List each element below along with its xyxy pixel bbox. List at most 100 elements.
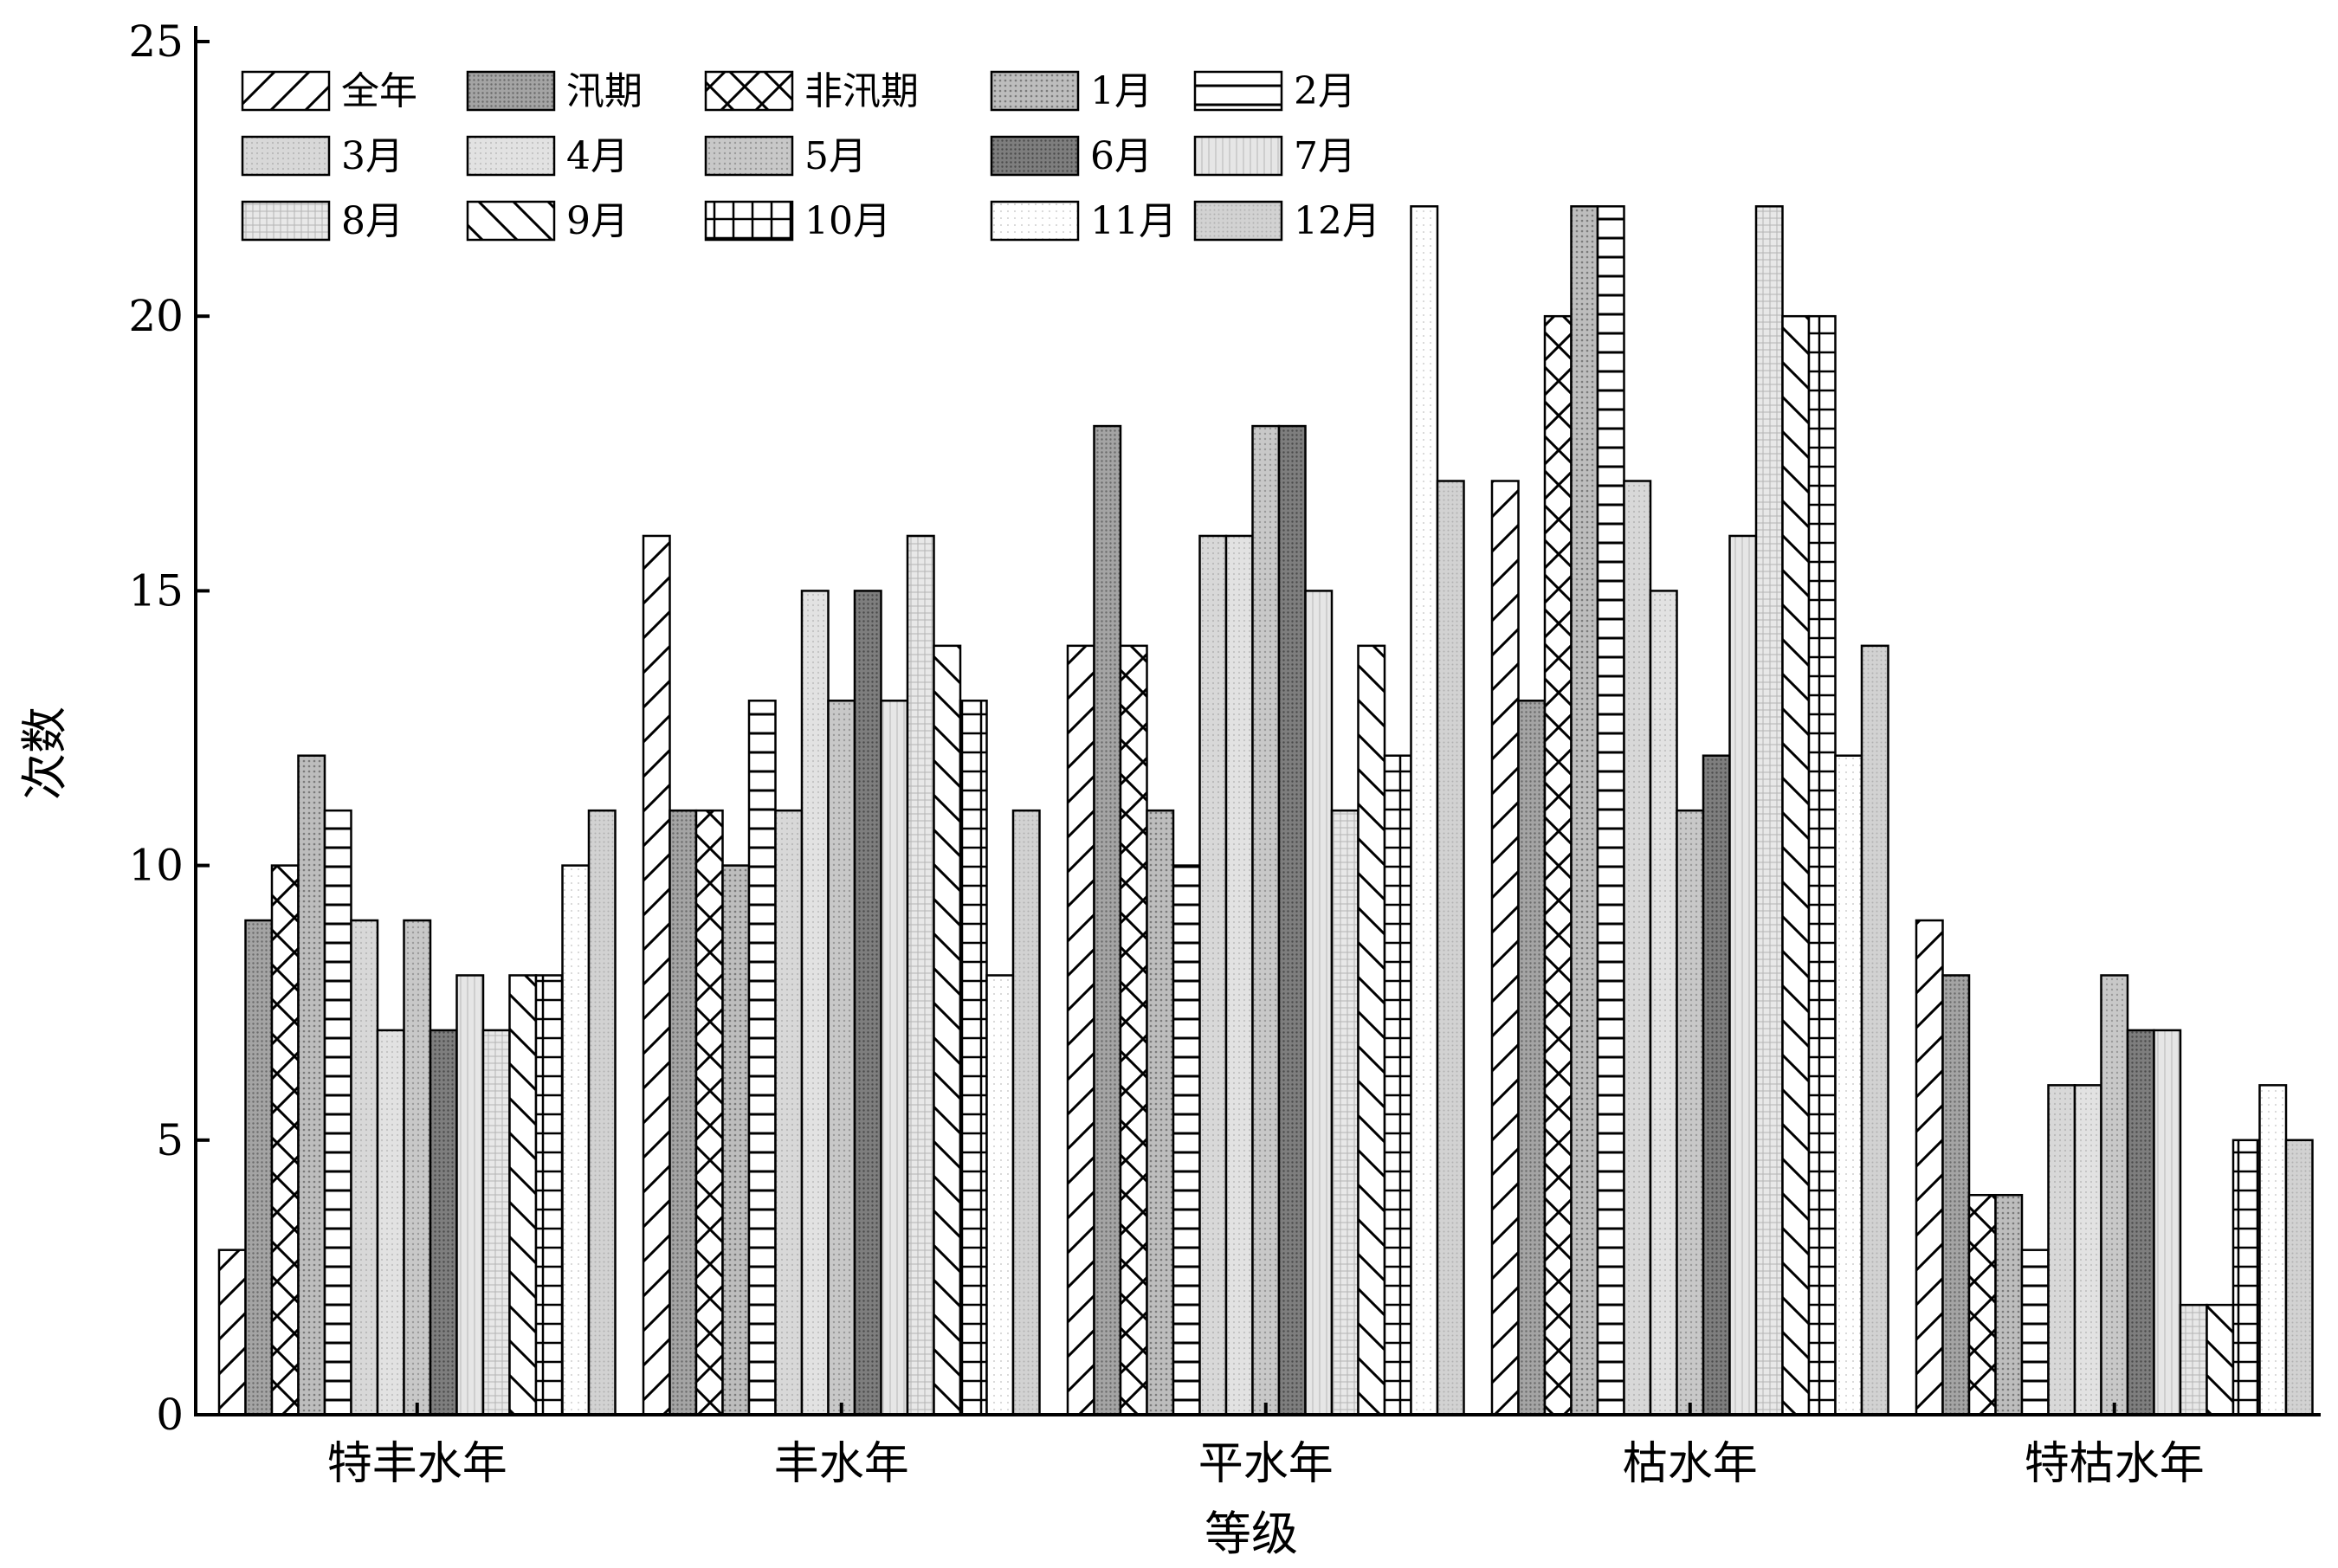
legend-label-14: 11月 bbox=[1090, 199, 1177, 243]
x-axis-title: 等级 bbox=[1205, 1507, 1298, 1561]
legend-label-7: 4月 bbox=[566, 134, 629, 178]
bar-2-8 bbox=[827, 700, 856, 1416]
legend-swatch-6 bbox=[241, 135, 331, 177]
bar-2-2 bbox=[668, 809, 698, 1416]
bar-5-10 bbox=[2153, 1029, 2182, 1416]
bar-2-10 bbox=[880, 700, 909, 1416]
x-tick-label-5: 特枯水年 bbox=[2025, 1438, 2205, 1490]
bar-5-4 bbox=[1994, 1193, 2024, 1416]
legend-swatch-3 bbox=[704, 70, 794, 112]
bar-3-7 bbox=[1224, 534, 1254, 1416]
bar-3-15 bbox=[1436, 480, 1465, 1416]
bar-2-1 bbox=[642, 534, 671, 1416]
bar-4-7 bbox=[1649, 590, 1678, 1416]
bar-4-2 bbox=[1517, 700, 1547, 1416]
bar-3-4 bbox=[1146, 809, 1175, 1416]
bar-5-15 bbox=[2284, 1139, 2314, 1416]
legend-label-2: 汛期 bbox=[566, 69, 643, 113]
bar-5-9 bbox=[2126, 1029, 2155, 1416]
bar-3-12 bbox=[1357, 644, 1386, 1416]
bar-1-11 bbox=[481, 1029, 511, 1416]
bar-3-8 bbox=[1251, 424, 1281, 1416]
bar-1-3 bbox=[270, 864, 300, 1416]
bar-4-1 bbox=[1490, 480, 1520, 1416]
legend-label-12: 9月 bbox=[566, 199, 629, 243]
bar-2-13 bbox=[959, 700, 988, 1416]
bar-1-6 bbox=[350, 919, 379, 1416]
legend-swatch-8 bbox=[704, 135, 794, 177]
legend-swatch-14 bbox=[990, 200, 1080, 242]
bar-5-11 bbox=[2179, 1303, 2208, 1416]
bar-3-10 bbox=[1304, 590, 1334, 1416]
legend-swatch-10 bbox=[1193, 135, 1283, 177]
bar-3-13 bbox=[1383, 754, 1412, 1416]
legend-label-13: 10月 bbox=[804, 199, 891, 243]
bar-3-14 bbox=[1410, 205, 1439, 1416]
bar-1-4 bbox=[297, 754, 326, 1416]
legend-label-10: 7月 bbox=[1294, 134, 1356, 178]
bar-3-9 bbox=[1277, 424, 1307, 1416]
bar-5-6 bbox=[2047, 1084, 2076, 1416]
bar-2-12 bbox=[933, 644, 962, 1416]
bar-4-9 bbox=[1702, 754, 1731, 1416]
bar-3-2 bbox=[1093, 424, 1122, 1416]
y-axis-title: 次数 bbox=[17, 707, 72, 800]
bar-2-3 bbox=[694, 809, 724, 1416]
bar-1-8 bbox=[403, 919, 432, 1416]
x-tick-label-2: 丰水年 bbox=[774, 1438, 909, 1490]
bar-4-14 bbox=[1834, 754, 1863, 1416]
bar-4-11 bbox=[1754, 205, 1784, 1416]
legend-swatch-11 bbox=[241, 200, 331, 242]
y-tick-label-20: 20 bbox=[128, 291, 184, 341]
legend-swatch-5 bbox=[1193, 70, 1283, 112]
bar-1-2 bbox=[244, 919, 274, 1416]
bar-2-15 bbox=[1011, 809, 1041, 1416]
bar-5-1 bbox=[1915, 919, 1944, 1416]
bar-3-11 bbox=[1330, 809, 1360, 1416]
bar-1-10 bbox=[455, 974, 485, 1416]
legend: 全年 汛期 非汛期 1月 2月 3月 4月 5月 6月 7月 8月 9月 10月 11月 12月 bbox=[241, 69, 1380, 243]
bars-layer bbox=[217, 205, 2314, 1416]
legend-swatch-15 bbox=[1193, 200, 1283, 242]
legend-label-5: 2月 bbox=[1294, 69, 1356, 113]
bar-4-12 bbox=[1781, 314, 1811, 1416]
legend-swatch-1 bbox=[241, 70, 331, 112]
legend-label-3: 非汛期 bbox=[804, 69, 919, 113]
bar-2-6 bbox=[774, 809, 804, 1416]
legend-swatch-13 bbox=[704, 200, 794, 242]
y-tick-label-5: 5 bbox=[156, 1115, 184, 1165]
bar-2-7 bbox=[800, 590, 830, 1416]
x-tick-label-3: 平水年 bbox=[1198, 1438, 1334, 1490]
legend-label-1: 全年 bbox=[341, 69, 417, 113]
bar-2-4 bbox=[721, 864, 751, 1416]
bar-1-7 bbox=[376, 1029, 405, 1416]
bar-1-14 bbox=[561, 864, 591, 1416]
bar-5-5 bbox=[2020, 1249, 2050, 1416]
y-tick-label-15: 15 bbox=[128, 565, 184, 616]
legend-swatch-9 bbox=[990, 135, 1080, 177]
bar-2-9 bbox=[853, 590, 882, 1416]
legend-label-4: 1月 bbox=[1090, 69, 1153, 113]
bar-5-7 bbox=[2073, 1084, 2102, 1416]
y-tick-label-25: 25 bbox=[128, 16, 184, 67]
bar-3-5 bbox=[1172, 864, 1201, 1416]
bar-4-4 bbox=[1570, 205, 1599, 1416]
legend-label-6: 3月 bbox=[341, 134, 404, 178]
bar-2-14 bbox=[985, 974, 1015, 1416]
bar-1-5 bbox=[323, 809, 352, 1416]
bar-4-6 bbox=[1623, 480, 1652, 1416]
y-tick-label-0: 0 bbox=[156, 1390, 184, 1440]
bar-5-3 bbox=[1967, 1193, 1997, 1416]
bar-5-8 bbox=[2100, 974, 2129, 1416]
legend-label-11: 8月 bbox=[341, 199, 404, 243]
bar-1-1 bbox=[217, 1249, 247, 1416]
bar-1-12 bbox=[508, 974, 538, 1416]
legend-label-9: 6月 bbox=[1090, 134, 1153, 178]
bar-4-13 bbox=[1807, 314, 1837, 1416]
bar-4-8 bbox=[1676, 809, 1705, 1416]
bar-4-5 bbox=[1596, 205, 1625, 1416]
legend-label-8: 5月 bbox=[804, 134, 867, 178]
legend-swatch-7 bbox=[466, 135, 556, 177]
